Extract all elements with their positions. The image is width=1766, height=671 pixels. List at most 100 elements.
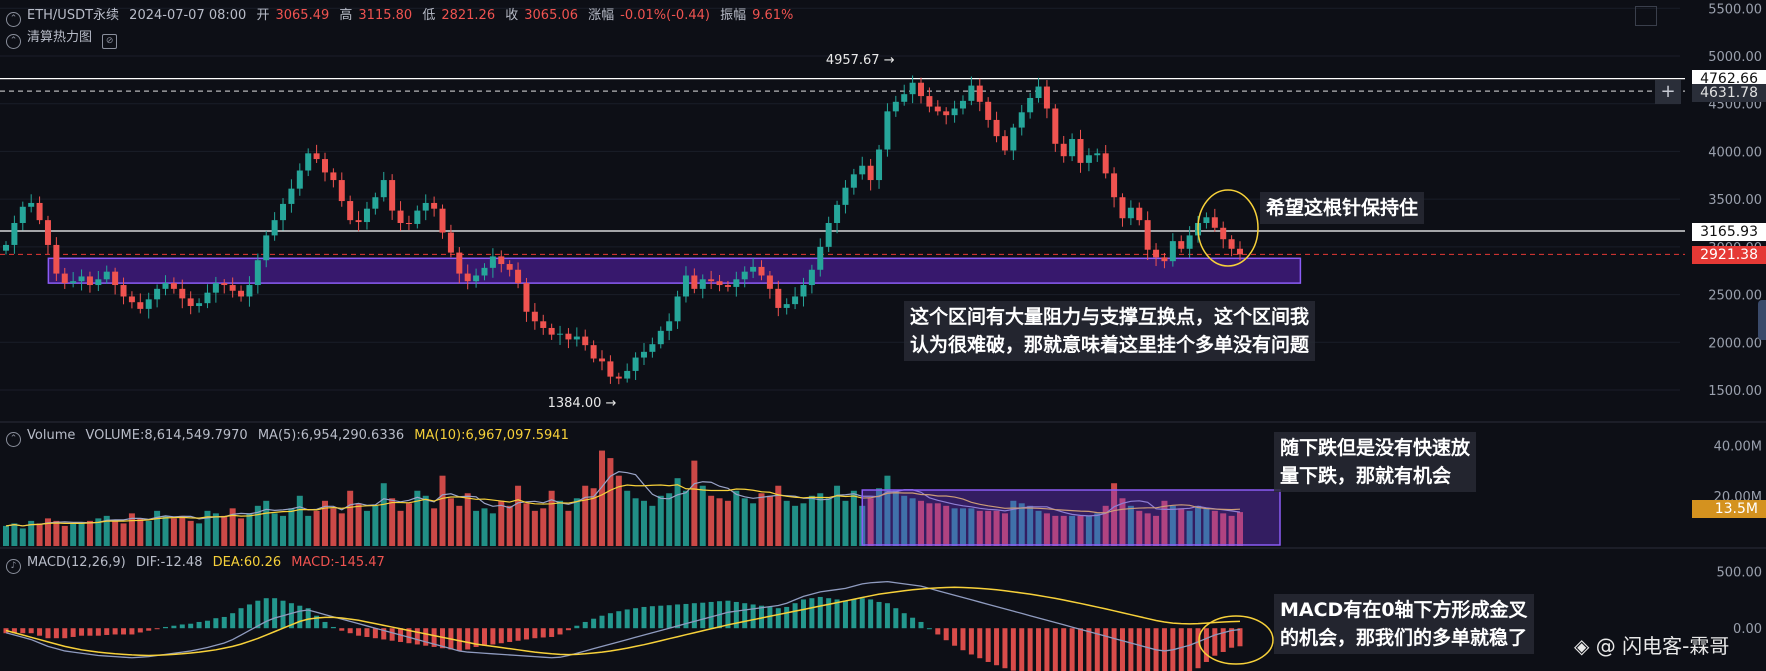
bell-icon[interactable]: ♪ — [6, 559, 21, 574]
candle-body — [103, 271, 110, 280]
candle-body — [615, 376, 622, 379]
volume-bar — [976, 510, 983, 546]
volume-bar — [607, 458, 614, 546]
volume-bar — [3, 525, 9, 546]
macd-histogram-bar — [666, 605, 672, 629]
volume-zone-rect — [861, 489, 1281, 546]
volume-bar — [120, 523, 127, 546]
macd-highlight-circle — [1198, 615, 1274, 665]
candle-body — [61, 273, 68, 284]
candle-body — [1119, 197, 1126, 219]
volume-bar — [61, 525, 68, 546]
macd-histogram-bar — [817, 596, 823, 629]
macd-histogram-bar — [683, 603, 689, 629]
volume-bar — [187, 520, 194, 546]
volume-bar — [565, 510, 572, 546]
candle-body — [666, 321, 673, 331]
eye-hidden-icon[interactable]: ⊘ — [102, 34, 118, 49]
volume-bar — [103, 515, 110, 546]
candle-body — [1085, 155, 1092, 163]
price-tick-label: 5500.00 — [1708, 2, 1762, 17]
volume-bar — [229, 508, 236, 546]
candle-body — [489, 256, 496, 268]
macd-header: ♪ MACD(12,26,9) DIF:-12.48 DEA:60.26 MACD… — [6, 555, 391, 574]
macd-histogram-bar — [700, 602, 706, 629]
volume-bar — [78, 523, 85, 546]
volume-bar — [347, 490, 354, 546]
volume-bar — [699, 485, 706, 546]
volume-bar — [783, 500, 790, 546]
volume-bar — [1136, 510, 1143, 546]
macd-histogram-bar — [649, 606, 655, 629]
candle-body — [976, 85, 983, 102]
volume-bar — [288, 508, 295, 546]
volume-bar — [1060, 515, 1067, 546]
macd-histogram-bar — [532, 628, 538, 639]
macd-histogram-bar — [280, 600, 286, 629]
volume-bar — [321, 500, 328, 546]
macd-histogram-bar — [87, 628, 93, 636]
volume-bar — [867, 498, 874, 546]
macd-histogram-bar — [1203, 628, 1209, 662]
macd-histogram-bar — [137, 628, 143, 633]
volume-bar — [850, 490, 857, 546]
volume-bar — [1035, 510, 1042, 546]
candle-body — [78, 276, 85, 282]
macd-histogram-bar — [641, 606, 647, 629]
collapse-icon[interactable]: ⌃ — [6, 12, 21, 27]
candle-body — [305, 153, 312, 171]
candle-body — [968, 85, 975, 101]
candle-body — [901, 94, 908, 102]
volume-bar — [162, 515, 169, 546]
candle-body — [481, 267, 488, 276]
candle-body — [431, 202, 438, 209]
chevron-icon[interactable]: ⌃ — [6, 432, 21, 447]
volume-bar — [993, 510, 1000, 546]
macd-histogram-bar — [121, 628, 127, 635]
volume-bar — [380, 483, 387, 546]
candle-body — [959, 100, 966, 109]
macd-histogram-bar — [658, 605, 664, 629]
volume-bar — [649, 505, 656, 546]
candle-body — [640, 351, 647, 358]
macd-tick-label: 0.00 — [1733, 622, 1762, 637]
candle-body — [691, 275, 698, 289]
candle-body — [1035, 86, 1042, 98]
candle-body — [28, 202, 35, 207]
candle-body — [498, 256, 505, 265]
heatmap-indicator[interactable]: ⌃ 清算热力图 ⊘ — [6, 26, 123, 49]
volume-bar — [968, 508, 975, 546]
candle-body — [724, 285, 731, 287]
candle-body — [439, 208, 446, 233]
volume-bar — [943, 505, 950, 546]
volume-bar — [338, 513, 345, 546]
side-panel-tab[interactable] — [1758, 300, 1766, 340]
candle-body — [338, 180, 345, 202]
fullscreen-icon[interactable] — [1635, 6, 1657, 26]
volume-ma-line — [5, 484, 1241, 527]
macd-histogram-bar — [1044, 628, 1050, 671]
volume-bar — [313, 510, 320, 546]
candle-body — [456, 252, 463, 274]
macd-histogram-bar — [322, 621, 328, 629]
macd-histogram-bar — [498, 628, 504, 644]
macd-histogram-bar — [372, 628, 378, 639]
candle-body — [800, 285, 807, 297]
candle-body — [557, 333, 564, 335]
volume-bar — [800, 503, 807, 546]
candle-body — [330, 172, 337, 181]
candle-body — [1077, 139, 1084, 163]
candle-body — [708, 279, 715, 282]
volume-bar — [531, 510, 538, 546]
chevron-icon[interactable]: ⌃ — [6, 34, 21, 49]
macd-histogram-bar — [624, 609, 630, 629]
candle-body — [145, 299, 152, 309]
volume-bar — [624, 490, 631, 546]
macd-histogram-bar — [759, 605, 765, 629]
add-line-button[interactable]: + — [1655, 80, 1681, 104]
volume-bar — [506, 505, 513, 546]
macd-histogram-bar — [204, 620, 210, 629]
volume-bar — [1001, 513, 1008, 546]
low-marker: 1384.00 → — [548, 396, 617, 411]
